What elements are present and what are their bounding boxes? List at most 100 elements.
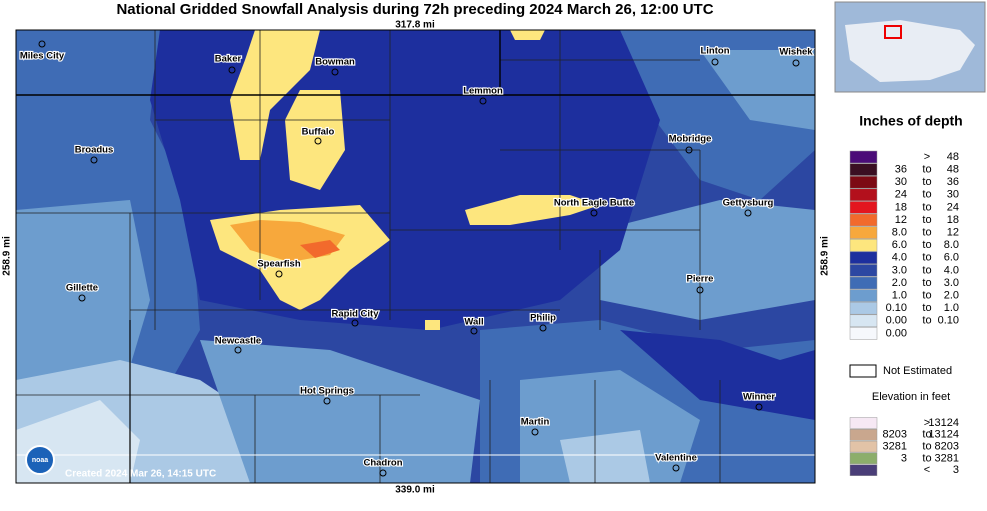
city-label: Baker: [215, 54, 242, 65]
legend-swatch: [849, 327, 878, 340]
legend-sep: >: [924, 151, 930, 163]
legend-low: 18: [895, 201, 907, 213]
legend-sep: to: [922, 290, 931, 302]
city-label: Chadron: [363, 458, 402, 469]
legend-swatch: [849, 226, 878, 239]
snow-map: noaa: [16, 30, 815, 483]
legend-swatch: [849, 213, 878, 227]
city-marker: [323, 397, 331, 405]
city-marker: [590, 209, 598, 217]
legend-high: 13124: [928, 417, 959, 429]
city-label: Bowman: [315, 57, 355, 68]
legend-high: 48: [947, 164, 959, 176]
city-marker: [38, 40, 46, 48]
legend-low: 0.00: [886, 315, 907, 327]
legend-low: 2.0: [892, 277, 907, 289]
legend-low: 0.10: [886, 302, 907, 314]
city-marker: [685, 146, 693, 154]
legend-swatch: [849, 201, 878, 214]
legend-low: 6.0: [892, 239, 907, 251]
legend-high: 8.0: [944, 239, 959, 251]
city-marker: [314, 137, 322, 145]
legend-swatch: [849, 188, 878, 202]
city-marker: [275, 270, 283, 278]
legend-swatch: [849, 163, 878, 176]
legend-sep: to: [922, 315, 931, 327]
city-marker: [744, 209, 752, 217]
legend-low: 36: [895, 164, 907, 176]
city-label: Gillette: [66, 283, 98, 294]
legend-swatch: [849, 276, 878, 290]
legend-swatch: [849, 289, 878, 302]
city-marker: [90, 156, 98, 164]
city-label: Lemmon: [463, 86, 503, 97]
legend-swatch: [849, 417, 878, 429]
legend-swatch: [849, 251, 878, 265]
city-label: Miles City: [20, 51, 65, 62]
legend-swatch: [849, 264, 878, 277]
svg-text:noaa: noaa: [32, 457, 48, 464]
legend-high: 2.0: [944, 290, 959, 302]
scale-left: 258.9 mi: [2, 236, 13, 276]
legend-sep: to: [922, 252, 931, 264]
city-label: Martin: [521, 417, 550, 428]
city-label: Rapid City: [332, 309, 380, 320]
city-marker: [234, 346, 242, 354]
city-marker: [539, 324, 547, 332]
legend-swatch: [849, 238, 878, 252]
legend-low: 0.00: [886, 327, 907, 339]
legend-low: 1.0: [892, 290, 907, 302]
legend-high: 1.0: [944, 302, 959, 314]
legend-sep: to: [922, 239, 931, 251]
legend-sep: to: [922, 164, 931, 176]
legend-high: 18: [947, 214, 959, 226]
legend-sep: to: [922, 302, 931, 314]
legend-sep: to: [922, 264, 931, 276]
legend-low: 3.0: [892, 264, 907, 276]
city-marker: [711, 58, 719, 66]
city-label: North Eagle Butte: [554, 198, 634, 209]
city-label: Gettysburg: [723, 198, 774, 209]
legend-sep: to: [922, 176, 931, 188]
legend-swatch: [849, 464, 878, 476]
city-marker: [792, 59, 800, 67]
not-estimated-label: Not Estimated: [883, 365, 952, 377]
created-note: Created 2024 Mar 26, 14:15 UTC: [65, 469, 216, 480]
legend-low: 24: [895, 189, 907, 201]
legend-high: 0.10: [938, 315, 959, 327]
scale-bottom: 339.0 mi: [395, 485, 435, 496]
city-marker: [672, 464, 680, 472]
legend-sep: >: [924, 417, 930, 429]
city-marker: [331, 68, 339, 76]
elevation-title: Elevation in feet: [872, 391, 950, 403]
city-label: Winner: [743, 392, 775, 403]
legend-high: 24: [947, 201, 959, 213]
legend-high: 30: [947, 189, 959, 201]
not-estimated-swatch: [849, 364, 877, 378]
legend-high: 3281: [935, 452, 959, 464]
city-marker: [470, 327, 478, 335]
legend-swatch: [849, 175, 878, 189]
legend-low: 12: [895, 214, 907, 226]
legend-high: 6.0: [944, 252, 959, 264]
legend-low: 30: [895, 176, 907, 188]
legend-high: 4.0: [944, 264, 959, 276]
legend-high: 3.0: [944, 277, 959, 289]
city-label: Wishek: [779, 47, 813, 58]
title: National Gridded Snowfall Analysis durin…: [116, 1, 713, 18]
legend-high: 8203: [935, 441, 959, 453]
city-marker: [228, 66, 236, 74]
city-marker: [78, 294, 86, 302]
legend-swatch: [849, 314, 878, 328]
inset-map: [834, 1, 986, 93]
legend-sep: <: [924, 464, 930, 476]
city-label: Valentine: [655, 453, 697, 464]
legend-swatch: [849, 301, 878, 315]
legend-swatch: [849, 150, 878, 164]
city-label: Philip: [530, 313, 556, 324]
city-label: Linton: [700, 46, 729, 57]
legend-high: 48: [947, 151, 959, 163]
legend-low: 8.0: [892, 227, 907, 239]
city-marker: [351, 319, 359, 327]
